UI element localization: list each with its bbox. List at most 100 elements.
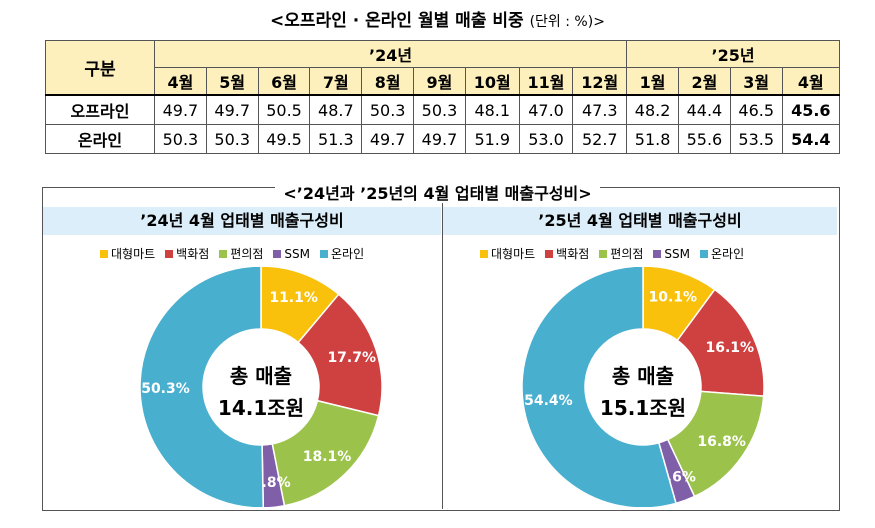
legend-label: 대형마트 — [491, 247, 536, 261]
table-cell: 55.6 — [677, 124, 731, 154]
legend-swatch — [599, 249, 608, 258]
table-cell: 50.5 — [257, 94, 311, 125]
legend-label: 온라인 — [331, 247, 365, 261]
table-cell: 44.4 — [677, 94, 731, 125]
legend-label: 백화점 — [176, 247, 210, 261]
legend-swatch — [653, 249, 662, 258]
table-cell: 54.4 — [781, 124, 841, 154]
legend-item: 백화점 — [545, 245, 589, 262]
year-header-row: 구분 ’24년 ’25년 — [45, 40, 840, 96]
legend-label: 편의점 — [610, 247, 644, 261]
month-header: 6월 — [257, 67, 311, 96]
month-header: 5월 — [205, 67, 259, 96]
table-cell: 51.3 — [309, 124, 363, 154]
donut-center-value: 14.1조원 — [218, 396, 304, 420]
month-header: 2월 — [677, 67, 731, 96]
legend-item: 백화점 — [165, 245, 209, 262]
table-cell: 53.5 — [729, 124, 783, 154]
legend-swatch — [320, 249, 329, 258]
slice-label: 50.3% — [141, 381, 190, 397]
table-cell: 49.7 — [413, 124, 466, 154]
legend-swatch — [100, 249, 108, 258]
donut-center-value: 15.1조원 — [600, 396, 686, 420]
page-title-text: <오프라인 · 온라인 월별 매출 비중 — [270, 11, 524, 31]
slice-label: 16.1% — [706, 340, 755, 356]
row-header-cell: 구분 — [45, 40, 155, 96]
donut-center-label: 총 매출 — [612, 364, 674, 388]
legend-item: 대형마트 — [100, 245, 155, 262]
chart-title-2025: ’25년 4월 업태별 매출구성비 — [443, 207, 837, 235]
slice-label: 18.1% — [303, 449, 352, 465]
table-cell: 49.7 — [154, 94, 207, 125]
legend-swatch — [219, 249, 228, 258]
table-cell: 48.2 — [626, 94, 679, 125]
table-cell: 51.8 — [626, 124, 679, 154]
legend-swatch — [273, 249, 282, 258]
legend-2024: 대형마트 백화점 편의점 SSM 온라인 — [100, 245, 364, 262]
row-label: 오프라인 — [45, 94, 155, 125]
month-header: 1월 — [626, 67, 679, 96]
legend-item: SSM — [273, 245, 310, 262]
table-cell: 50.3 — [205, 124, 259, 154]
month-header-row: 4월 5월 6월 7월 8월 9월 10월 11월 12월 1월 2월 3월 4월 — [46, 67, 841, 96]
slice-label: 17.7% — [327, 350, 376, 366]
legend-item: 편의점 — [599, 245, 643, 262]
page-title-unit: (단위 : %)> — [529, 14, 605, 30]
legend-swatch — [480, 249, 488, 258]
table-cell: 48.1 — [464, 94, 520, 125]
donut-slice — [271, 399, 380, 507]
section-title-text: <’24년과 ’25년의 4월 업태별 매출구성비> — [275, 184, 600, 203]
table-cell: 47.0 — [518, 94, 574, 125]
legend-swatch — [545, 249, 554, 258]
month-header: 4월 — [154, 67, 207, 96]
month-header: 9월 — [413, 67, 466, 96]
chart-title-2024: ’24년 4월 업태별 매출구성비 — [43, 207, 441, 235]
legend-label: 대형마트 — [111, 247, 156, 261]
table-cell: 49.5 — [257, 124, 311, 154]
donut-slice — [139, 267, 265, 507]
legend-swatch — [700, 249, 709, 258]
month-header: 11월 — [518, 67, 574, 96]
month-header: 10월 — [464, 67, 520, 96]
legend-item: SSM — [653, 245, 690, 262]
month-header: 3월 — [729, 67, 783, 96]
legend-label: SSM — [664, 246, 691, 261]
table-cell: 50.3 — [154, 124, 207, 154]
legend-item: 대형마트 — [480, 245, 535, 262]
legend-label: 편의점 — [230, 247, 264, 261]
slice-label: 16.8% — [697, 434, 746, 450]
month-header: 12월 — [572, 67, 628, 96]
table-row: 오프라인 49.7 49.7 50.5 48.7 50.3 50.3 48.1 47.0 47.3… — [45, 94, 841, 125]
year-header-2025: ’25년 — [626, 40, 840, 68]
donut-center-label: 총 매출 — [230, 364, 292, 388]
legend-item: 온라인 — [700, 245, 744, 262]
table-cell: 45.6 — [781, 94, 841, 125]
panel-divider — [442, 187, 443, 509]
donut-slice — [521, 267, 677, 507]
monthly-sales-table: 구분 ’24년 ’25년 4월 5월 6월 7월 8월 9월 10월 11월 12월 1월 2월 3월… — [45, 40, 841, 154]
table-body: 오프라인 49.7 49.7 50.5 48.7 50.3 50.3 48.1 47.0 47.3… — [45, 94, 841, 154]
legend-label: SSM — [284, 246, 311, 261]
table-cell: 50.3 — [413, 94, 466, 125]
legend-label: 백화점 — [556, 247, 590, 261]
page-title: <오프라인 · 온라인 월별 매출 비중 (단위 : %)> — [0, 6, 875, 31]
table-cell: 48.7 — [309, 94, 363, 125]
legend-2025: 대형마트 백화점 편의점 SSM 온라인 — [480, 245, 744, 262]
section-title: <’24년과 ’25년의 4월 업태별 매출구성비> — [0, 180, 875, 204]
legend-item: 온라인 — [320, 245, 364, 262]
table-cell: 46.5 — [729, 94, 783, 125]
table-cell: 49.7 — [205, 94, 259, 125]
slice-label: 10.1% — [649, 289, 698, 305]
table-cell: 52.7 — [572, 124, 628, 154]
year-header-2024: ’24년 — [153, 40, 628, 68]
legend-label: 온라인 — [711, 247, 745, 261]
table-cell: 49.7 — [361, 124, 415, 154]
table-row: 온라인 50.3 50.3 49.5 51.3 49.7 49.7 51.9 53.0 52.7 5… — [45, 124, 841, 154]
month-header: 7월 — [309, 67, 363, 96]
slice-label: 54.4% — [524, 393, 573, 409]
row-label: 온라인 — [45, 124, 155, 154]
table-cell: 47.3 — [572, 94, 628, 125]
slice-label: 11.1% — [269, 290, 318, 306]
